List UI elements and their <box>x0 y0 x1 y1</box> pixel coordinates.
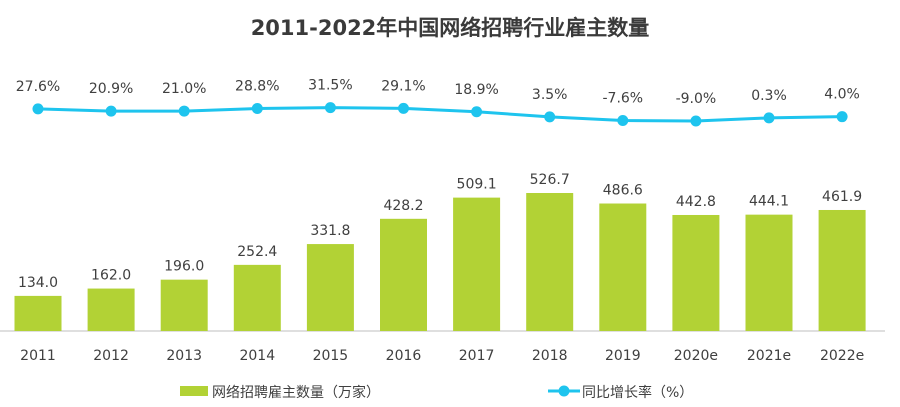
bar-value-label: 428.2 <box>383 198 423 214</box>
bar <box>160 279 208 331</box>
growth-point <box>398 102 409 114</box>
growth-point <box>32 103 44 115</box>
bar <box>14 295 62 331</box>
growth-point <box>324 102 336 114</box>
bar <box>453 197 501 331</box>
chart-title: 2011-2022年中国网络招聘行业雇主数量 <box>250 16 650 40</box>
bar <box>599 203 647 331</box>
growth-value-label: 21.0% <box>162 81 206 97</box>
bar-value-label: 196.0 <box>164 259 204 275</box>
growth-point <box>251 102 263 114</box>
legend-bar-label: 网络招聘雇主数量（万家） <box>212 384 380 401</box>
growth-value-label: 27.6% <box>16 79 60 95</box>
bar <box>672 214 720 331</box>
x-tick-label: 2016 <box>386 348 422 364</box>
growth-value-label: 31.5% <box>308 78 352 94</box>
growth-point <box>836 111 848 123</box>
growth-value-label: -9.0% <box>676 91 717 107</box>
bar-value-label: 162.0 <box>91 268 131 284</box>
bar-value-label: 252.4 <box>237 244 277 260</box>
bar-value-label: 444.1 <box>749 194 789 210</box>
bar-value-label: 461.9 <box>822 189 862 205</box>
growth-point <box>105 105 117 117</box>
bar-value-label: 526.7 <box>530 172 570 188</box>
x-tick-label: 2015 <box>313 348 349 364</box>
growth-value-label: 0.3% <box>751 88 787 104</box>
growth-value-label: 28.8% <box>235 78 279 94</box>
bar-value-label: 331.8 <box>310 223 350 239</box>
bar <box>87 288 135 331</box>
x-tick-label: 2020e <box>674 348 718 364</box>
x-tick-label: 2011 <box>20 348 56 364</box>
growth-point <box>617 115 629 127</box>
bar-value-label: 509.1 <box>457 177 497 193</box>
bar <box>526 193 574 331</box>
bar <box>745 214 793 331</box>
bar-value-label: 134.0 <box>18 275 58 291</box>
growth-value-label: 18.9% <box>454 82 498 98</box>
x-tick-label: 2012 <box>93 348 129 364</box>
legend-line-marker <box>558 385 570 397</box>
growth-point <box>471 106 483 118</box>
x-tick-label: 2017 <box>459 348 495 364</box>
growth-point <box>690 115 702 127</box>
growth-value-label: -7.6% <box>602 91 643 107</box>
legend-bar-swatch <box>180 386 208 396</box>
x-tick-label: 2022e <box>820 348 864 364</box>
growth-value-label: 3.5% <box>532 87 568 103</box>
bar <box>380 218 427 331</box>
growth-value-label: 29.1% <box>381 78 425 94</box>
bar <box>306 244 354 331</box>
bar-value-label: 442.8 <box>676 194 716 210</box>
x-tick-label: 2014 <box>239 348 275 364</box>
growth-point <box>763 112 775 124</box>
bar <box>233 264 281 331</box>
growth-value-label: 4.0% <box>824 87 860 103</box>
x-tick-label: 2018 <box>532 348 568 364</box>
bar-value-label: 486.6 <box>603 183 643 199</box>
growth-point <box>544 111 556 123</box>
growth-point <box>178 105 190 117</box>
legend-line-label: 同比增长率（%） <box>582 384 693 401</box>
growth-line <box>37 106 843 123</box>
x-tick-label: 2013 <box>166 348 202 364</box>
growth-value-label: 20.9% <box>89 81 133 97</box>
x-tick-label: 2021e <box>747 348 791 364</box>
x-tick-label: 2019 <box>605 348 641 364</box>
bar <box>818 209 866 331</box>
